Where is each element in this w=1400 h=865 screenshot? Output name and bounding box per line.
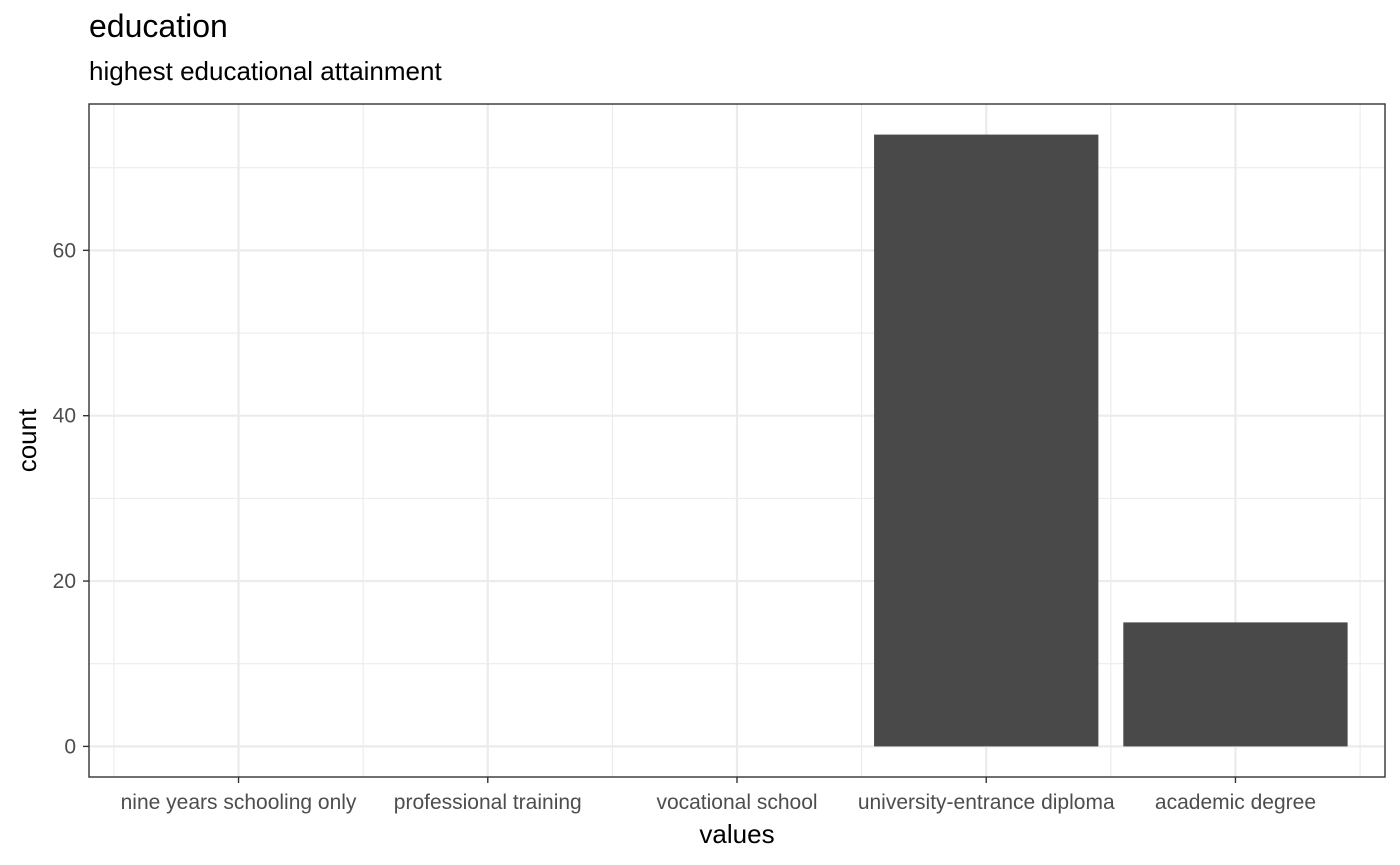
bar-university-entrance-diploma (874, 134, 1099, 747)
bar-academic-degree (1123, 622, 1348, 747)
y-tick-label: 60 (53, 239, 76, 262)
x-tick-label: university-entrance diploma (858, 791, 1115, 814)
chart-subtitle: highest educational attainment (89, 56, 442, 86)
y-tick-label: 0 (64, 735, 76, 758)
bars (874, 134, 1348, 747)
x-tick-label: vocational school (656, 791, 817, 814)
y-tick-label: 20 (53, 570, 76, 593)
x-axis: nine years schooling only professional tr… (121, 777, 1316, 814)
x-tick-label: nine years schooling only (121, 791, 357, 814)
x-axis-title: values (699, 819, 774, 849)
y-axis-title: count (12, 408, 42, 472)
x-tick-label: academic degree (1155, 791, 1316, 814)
chart-title: education (89, 8, 228, 44)
y-axis: 0 20 40 60 (53, 239, 89, 758)
y-tick-label: 40 (53, 405, 76, 428)
x-tick-label: professional training (394, 791, 582, 814)
